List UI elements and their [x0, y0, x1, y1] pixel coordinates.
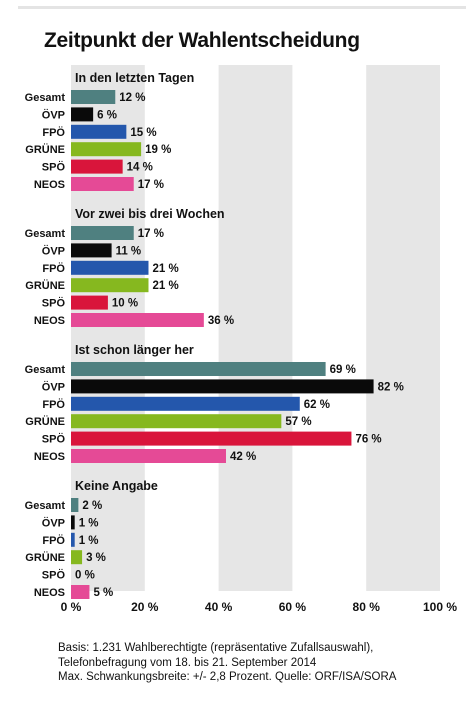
- bar: [71, 449, 226, 463]
- category-label: SPÖ: [42, 433, 66, 446]
- bar: [71, 379, 374, 394]
- value-label: 62 %: [304, 399, 330, 411]
- value-label: 3 %: [86, 552, 106, 564]
- value-label: 17 %: [138, 228, 164, 240]
- bar: [71, 498, 79, 512]
- category-label: FPÖ: [42, 534, 65, 547]
- value-label: 2 %: [82, 500, 102, 512]
- value-label: 36 %: [208, 315, 234, 327]
- bar: [71, 585, 90, 599]
- chart-card: Zeitpunkt der Wahlentscheidung 0 % 20 % 40…: [18, 6, 466, 699]
- category-label: ÖVP: [42, 380, 65, 393]
- category-label: Gesamt: [25, 92, 66, 104]
- bar: [71, 177, 134, 191]
- x-tick-label: 100 %: [423, 600, 457, 614]
- x-tick-label: 0 %: [61, 600, 82, 614]
- group-title: Ist schon länger her: [75, 343, 194, 357]
- value-label: 19 %: [145, 144, 171, 156]
- footnote-line-3: Max. Schwankungsbreite: +/- 2,8 Prozent.…: [58, 671, 397, 683]
- category-label: NEOS: [34, 451, 65, 463]
- bar: [71, 243, 112, 258]
- category-label: FPÖ: [42, 398, 65, 411]
- group-title: Keine Angabe: [75, 479, 158, 493]
- value-label: 15 %: [130, 127, 156, 139]
- bar: [71, 159, 123, 174]
- value-label: 5 %: [93, 587, 113, 599]
- bar: [71, 278, 149, 293]
- x-tick-label: 40 %: [205, 600, 233, 614]
- bar: [71, 295, 108, 310]
- bar: [71, 226, 134, 240]
- value-label: 57 %: [285, 416, 311, 428]
- chart-title: Zeitpunkt der Wahlentscheidung: [44, 29, 360, 52]
- grid-band: [366, 65, 440, 591]
- bar: [71, 107, 94, 122]
- category-label: GRÜNE: [25, 551, 65, 564]
- value-label: 1 %: [79, 517, 99, 529]
- bar: [71, 550, 83, 565]
- grid-band: [218, 65, 293, 591]
- value-label: 21 %: [152, 280, 178, 292]
- value-label: 76 %: [355, 434, 381, 446]
- category-label: SPÖ: [42, 161, 66, 174]
- value-label: 10 %: [112, 298, 138, 310]
- category-label: GRÜNE: [25, 279, 65, 292]
- bar-chart: 0 % 20 % 40 % 60 % 80 % 100 % In den letzten T…: [25, 65, 457, 614]
- value-label: 21 %: [152, 263, 178, 275]
- footnote-line-1: Basis: 1.231 Wahlberechtigte (repräsenta…: [58, 642, 374, 654]
- category-label: ÖVP: [42, 108, 65, 121]
- category-label: Gesamt: [25, 500, 66, 512]
- value-label: 17 %: [138, 179, 164, 191]
- bar: [71, 313, 204, 327]
- category-label: SPÖ: [42, 297, 66, 310]
- category-label: NEOS: [34, 179, 65, 191]
- footnote: Basis: 1.231 Wahlberechtigte (repräsenta…: [58, 641, 472, 685]
- group-title: In den letzten Tagen: [75, 71, 194, 85]
- category-label: SPÖ: [42, 569, 66, 582]
- value-label: 0 %: [75, 570, 95, 582]
- bar: [71, 396, 300, 411]
- category-label: Gesamt: [25, 364, 66, 376]
- category-label: ÖVP: [42, 516, 65, 529]
- bar: [71, 260, 149, 275]
- bar: [71, 414, 282, 429]
- category-label: ÖVP: [42, 244, 65, 257]
- x-tick-label: 60 %: [279, 600, 307, 614]
- value-label: 11 %: [116, 245, 142, 257]
- category-label: NEOS: [34, 315, 65, 327]
- category-label: FPÖ: [42, 126, 65, 139]
- bar: [71, 532, 75, 547]
- value-label: 6 %: [97, 109, 117, 121]
- bar: [71, 90, 116, 104]
- bar: [71, 142, 142, 157]
- value-label: 1 %: [79, 535, 99, 547]
- value-label: 69 %: [330, 364, 356, 376]
- value-label: 42 %: [230, 451, 256, 463]
- bar: [71, 362, 326, 376]
- footnote-line-2: Telefonbefragung vom 18. bis 21. Septemb…: [58, 656, 317, 669]
- category-label: Gesamt: [25, 228, 66, 240]
- x-tick-label: 20 %: [131, 600, 159, 614]
- group-title: Vor zwei bis drei Wochen: [75, 207, 225, 221]
- value-label: 14 %: [127, 162, 153, 174]
- category-label: NEOS: [34, 587, 65, 599]
- x-tick-label: 80 %: [353, 600, 381, 614]
- bar: [71, 515, 75, 530]
- bar: [71, 124, 127, 139]
- category-label: GRÜNE: [25, 143, 65, 156]
- value-label: 82 %: [378, 381, 404, 393]
- category-label: GRÜNE: [25, 415, 65, 428]
- bar: [71, 431, 352, 446]
- value-label: 12 %: [119, 92, 145, 104]
- category-label: FPÖ: [42, 262, 65, 275]
